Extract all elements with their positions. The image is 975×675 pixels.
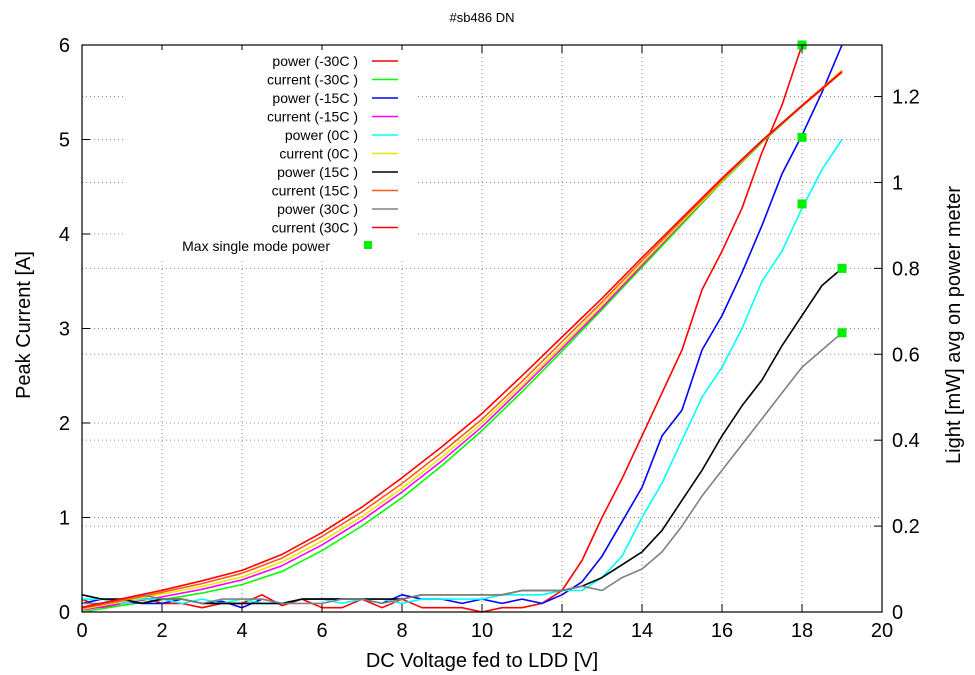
y2-axis-label: Light [mW] avg on power meter — [943, 186, 965, 464]
legend-label: power (15C ) — [277, 164, 358, 180]
legend-background — [125, 50, 415, 260]
y2-tick-label: 0.8 — [892, 258, 920, 280]
x-tick-label: 4 — [236, 620, 247, 642]
legend: power (-30C ) current (-30C ) power (-15C … — [125, 50, 415, 260]
series-line — [81, 70, 843, 609]
y-tick-label: 2 — [59, 413, 70, 435]
axes: 0 2 4 6 8 10 12 14 16 18 20012345600.20.40.60.811.… — [59, 35, 920, 642]
legend-label: current (30C ) — [272, 220, 358, 236]
max-single-mode-marker — [797, 132, 807, 142]
legend-label: power (30C ) — [277, 201, 358, 217]
x-tick-label: 2 — [156, 620, 167, 642]
x-tick-label: 16 — [711, 620, 733, 642]
y2-tick-label: 0 — [892, 602, 903, 624]
x-tick-label: 6 — [316, 620, 327, 642]
legend-swatch — [364, 241, 372, 249]
series-line — [81, 69, 843, 610]
plot-frame — [81, 44, 883, 613]
series-line — [82, 332, 843, 605]
y-axis-label: Peak Current [A] — [13, 251, 35, 399]
x-axis-label: DC Voltage fed to LDD [V] — [366, 650, 598, 672]
chart-title: #sb486 DN — [449, 10, 514, 25]
y-tick-label: 6 — [59, 35, 70, 57]
y-tick-label: 0 — [59, 602, 70, 624]
plot-area — [81, 40, 847, 613]
legend-label: current (-15C ) — [267, 109, 358, 125]
legend-label: power (-30C ) — [272, 53, 358, 69]
y-tick-label: 4 — [59, 224, 70, 246]
legend-label: power (-15C ) — [272, 90, 358, 106]
legend-label: power (0C ) — [285, 127, 358, 143]
x-tick-label: 10 — [471, 620, 493, 642]
x-tick-label: 14 — [631, 620, 653, 642]
max-single-mode-marker — [837, 328, 847, 338]
series-line — [82, 139, 843, 605]
max-single-mode-marker — [837, 263, 847, 273]
legend-label: current (15C ) — [272, 183, 358, 199]
y2-tick-label: 1.2 — [892, 87, 920, 109]
y-tick-label: 3 — [59, 319, 70, 341]
y2-tick-label: 0.2 — [892, 516, 920, 538]
y-tick-label: 1 — [59, 508, 70, 530]
x-tick-label: 0 — [76, 620, 87, 642]
series-line — [81, 71, 843, 609]
legend-label: current (-30C ) — [267, 72, 358, 88]
y2-tick-label: 1 — [892, 172, 903, 194]
x-tick-label: 20 — [871, 620, 893, 642]
legend-label: current (0C ) — [279, 146, 358, 162]
legend-label: Max single mode power — [182, 238, 330, 254]
series-line — [81, 44, 803, 613]
x-tick-label: 12 — [551, 620, 573, 642]
x-tick-label: 18 — [791, 620, 813, 642]
x-tick-label: 8 — [396, 620, 407, 642]
y2-tick-label: 0.4 — [892, 430, 920, 452]
y-tick-label: 5 — [59, 130, 70, 152]
y2-tick-label: 0.6 — [892, 344, 920, 366]
max-single-mode-marker — [797, 199, 807, 209]
